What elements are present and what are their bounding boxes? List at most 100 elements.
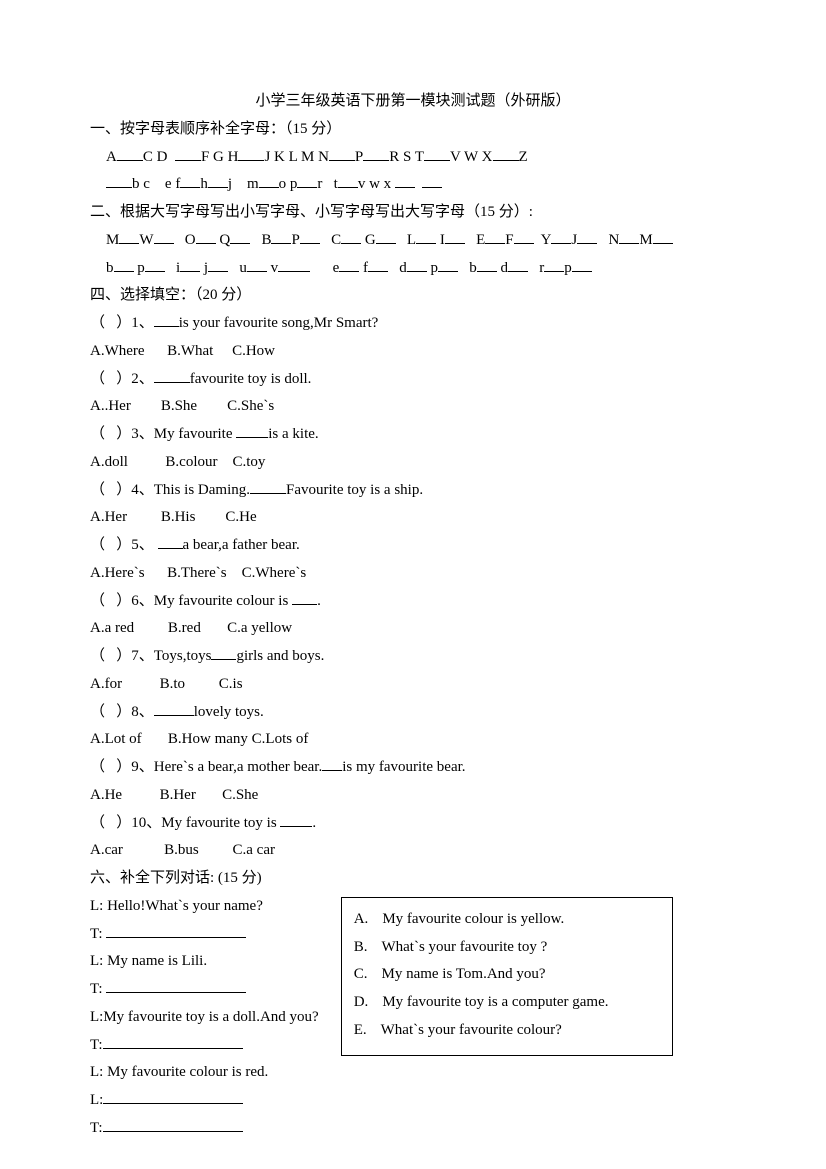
blank[interactable] — [106, 921, 246, 938]
blank[interactable] — [106, 977, 246, 994]
blank[interactable] — [653, 227, 673, 244]
opt-b: B.What — [167, 343, 213, 359]
blank[interactable] — [230, 227, 250, 244]
text: L — [407, 232, 416, 248]
blank[interactable] — [117, 144, 143, 161]
blank[interactable] — [445, 227, 465, 244]
text: d — [399, 260, 407, 276]
text: p — [431, 260, 439, 276]
dialog-line-2: T: — [90, 921, 319, 949]
blank[interactable] — [416, 227, 436, 244]
q7-opts: A.for B.to C.is — [90, 671, 736, 699]
text: N — [609, 232, 620, 248]
blank[interactable] — [180, 172, 200, 189]
text: b c — [132, 176, 150, 192]
q4-opts: A.Her B.His C.He — [90, 504, 736, 532]
blank[interactable] — [300, 227, 320, 244]
blank[interactable] — [119, 227, 139, 244]
blank[interactable] — [341, 227, 361, 244]
blank[interactable] — [551, 227, 571, 244]
blank[interactable] — [175, 144, 201, 161]
blank[interactable] — [180, 255, 200, 272]
blank[interactable] — [514, 227, 534, 244]
blank[interactable] — [493, 144, 519, 161]
blank[interactable] — [424, 144, 450, 161]
opt-b: B.She — [161, 398, 197, 414]
blank[interactable] — [196, 227, 216, 244]
blank[interactable] — [322, 755, 342, 772]
opt-c: C.He — [225, 509, 256, 525]
blank[interactable] — [250, 477, 286, 494]
text: b — [469, 260, 477, 276]
opt-a: A.for — [90, 676, 122, 692]
blank[interactable] — [154, 699, 194, 716]
answer-d: D.My favourite toy is a computer game. — [354, 989, 660, 1017]
opt-c: C.Lots of — [252, 731, 309, 747]
q9-stem: （ ）9、Here`s a bear,a mother bear.is my f… — [90, 754, 736, 782]
blank[interactable] — [339, 255, 359, 272]
opt-c: C.She — [222, 787, 258, 803]
blank[interactable] — [236, 422, 268, 439]
text: What`s your favourite toy ? — [381, 934, 547, 962]
blank[interactable] — [619, 227, 639, 244]
blank[interactable] — [572, 255, 592, 272]
text: （ ）4、This is Daming. — [90, 482, 250, 498]
blank[interactable] — [114, 255, 134, 272]
blank[interactable] — [103, 1088, 243, 1105]
opt-b: B.There`s — [167, 565, 227, 581]
blank[interactable] — [485, 227, 505, 244]
text: （ ）2、 — [90, 371, 154, 387]
blank[interactable] — [544, 255, 564, 272]
blank[interactable] — [292, 588, 317, 605]
opt-c: C.toy — [233, 454, 266, 470]
text: is a kite. — [268, 426, 318, 442]
blank[interactable] — [208, 255, 228, 272]
text: （ ）6、My favourite colour is — [90, 593, 292, 609]
blank[interactable] — [438, 255, 458, 272]
blank[interactable] — [577, 227, 597, 244]
blank[interactable] — [247, 255, 267, 272]
opt-a: A.He — [90, 787, 122, 803]
text: P — [355, 149, 363, 165]
answer-b: B.What`s your favourite toy ? — [354, 934, 660, 962]
blank[interactable] — [477, 255, 497, 272]
opt-b: B.colour — [165, 454, 217, 470]
blank[interactable] — [271, 227, 291, 244]
section4-heading: 四、选择填空：（20 分） — [90, 282, 736, 310]
blank[interactable] — [329, 144, 355, 161]
blank[interactable] — [145, 255, 165, 272]
opt-c: C.Where`s — [242, 565, 307, 581]
text: T: — [90, 1120, 103, 1136]
blank[interactable] — [103, 1115, 243, 1132]
blank[interactable] — [422, 172, 442, 189]
text: （ ）7、Toys,toys — [90, 648, 211, 664]
blank[interactable] — [297, 172, 317, 189]
blank[interactable] — [280, 810, 312, 827]
text: favourite toy is doll. — [190, 371, 312, 387]
blank[interactable] — [259, 172, 279, 189]
q7-stem: （ ）7、Toys,toysgirls and boys. — [90, 643, 736, 671]
blank[interactable] — [208, 172, 228, 189]
blank[interactable] — [158, 533, 183, 550]
dialog-line-9: T: — [90, 1115, 319, 1143]
text: F — [505, 232, 513, 248]
opt-c: C.She`s — [227, 398, 274, 414]
blank[interactable] — [338, 172, 358, 189]
blank[interactable] — [238, 144, 264, 161]
blank[interactable] — [154, 366, 190, 383]
opt-a: A.Her — [90, 509, 127, 525]
blank[interactable] — [211, 644, 236, 661]
blank[interactable] — [407, 255, 427, 272]
blank[interactable] — [508, 255, 528, 272]
blank[interactable] — [363, 144, 389, 161]
blank[interactable] — [395, 172, 415, 189]
blank[interactable] — [278, 255, 310, 272]
opt-b: B.bus — [164, 842, 199, 858]
blank[interactable] — [376, 227, 396, 244]
blank[interactable] — [106, 172, 132, 189]
blank[interactable] — [154, 227, 174, 244]
blank[interactable] — [103, 1032, 243, 1049]
blank[interactable] — [368, 255, 388, 272]
dialog-line-5: L:My favourite toy is a doll.And you? — [90, 1004, 319, 1032]
blank[interactable] — [154, 311, 179, 328]
